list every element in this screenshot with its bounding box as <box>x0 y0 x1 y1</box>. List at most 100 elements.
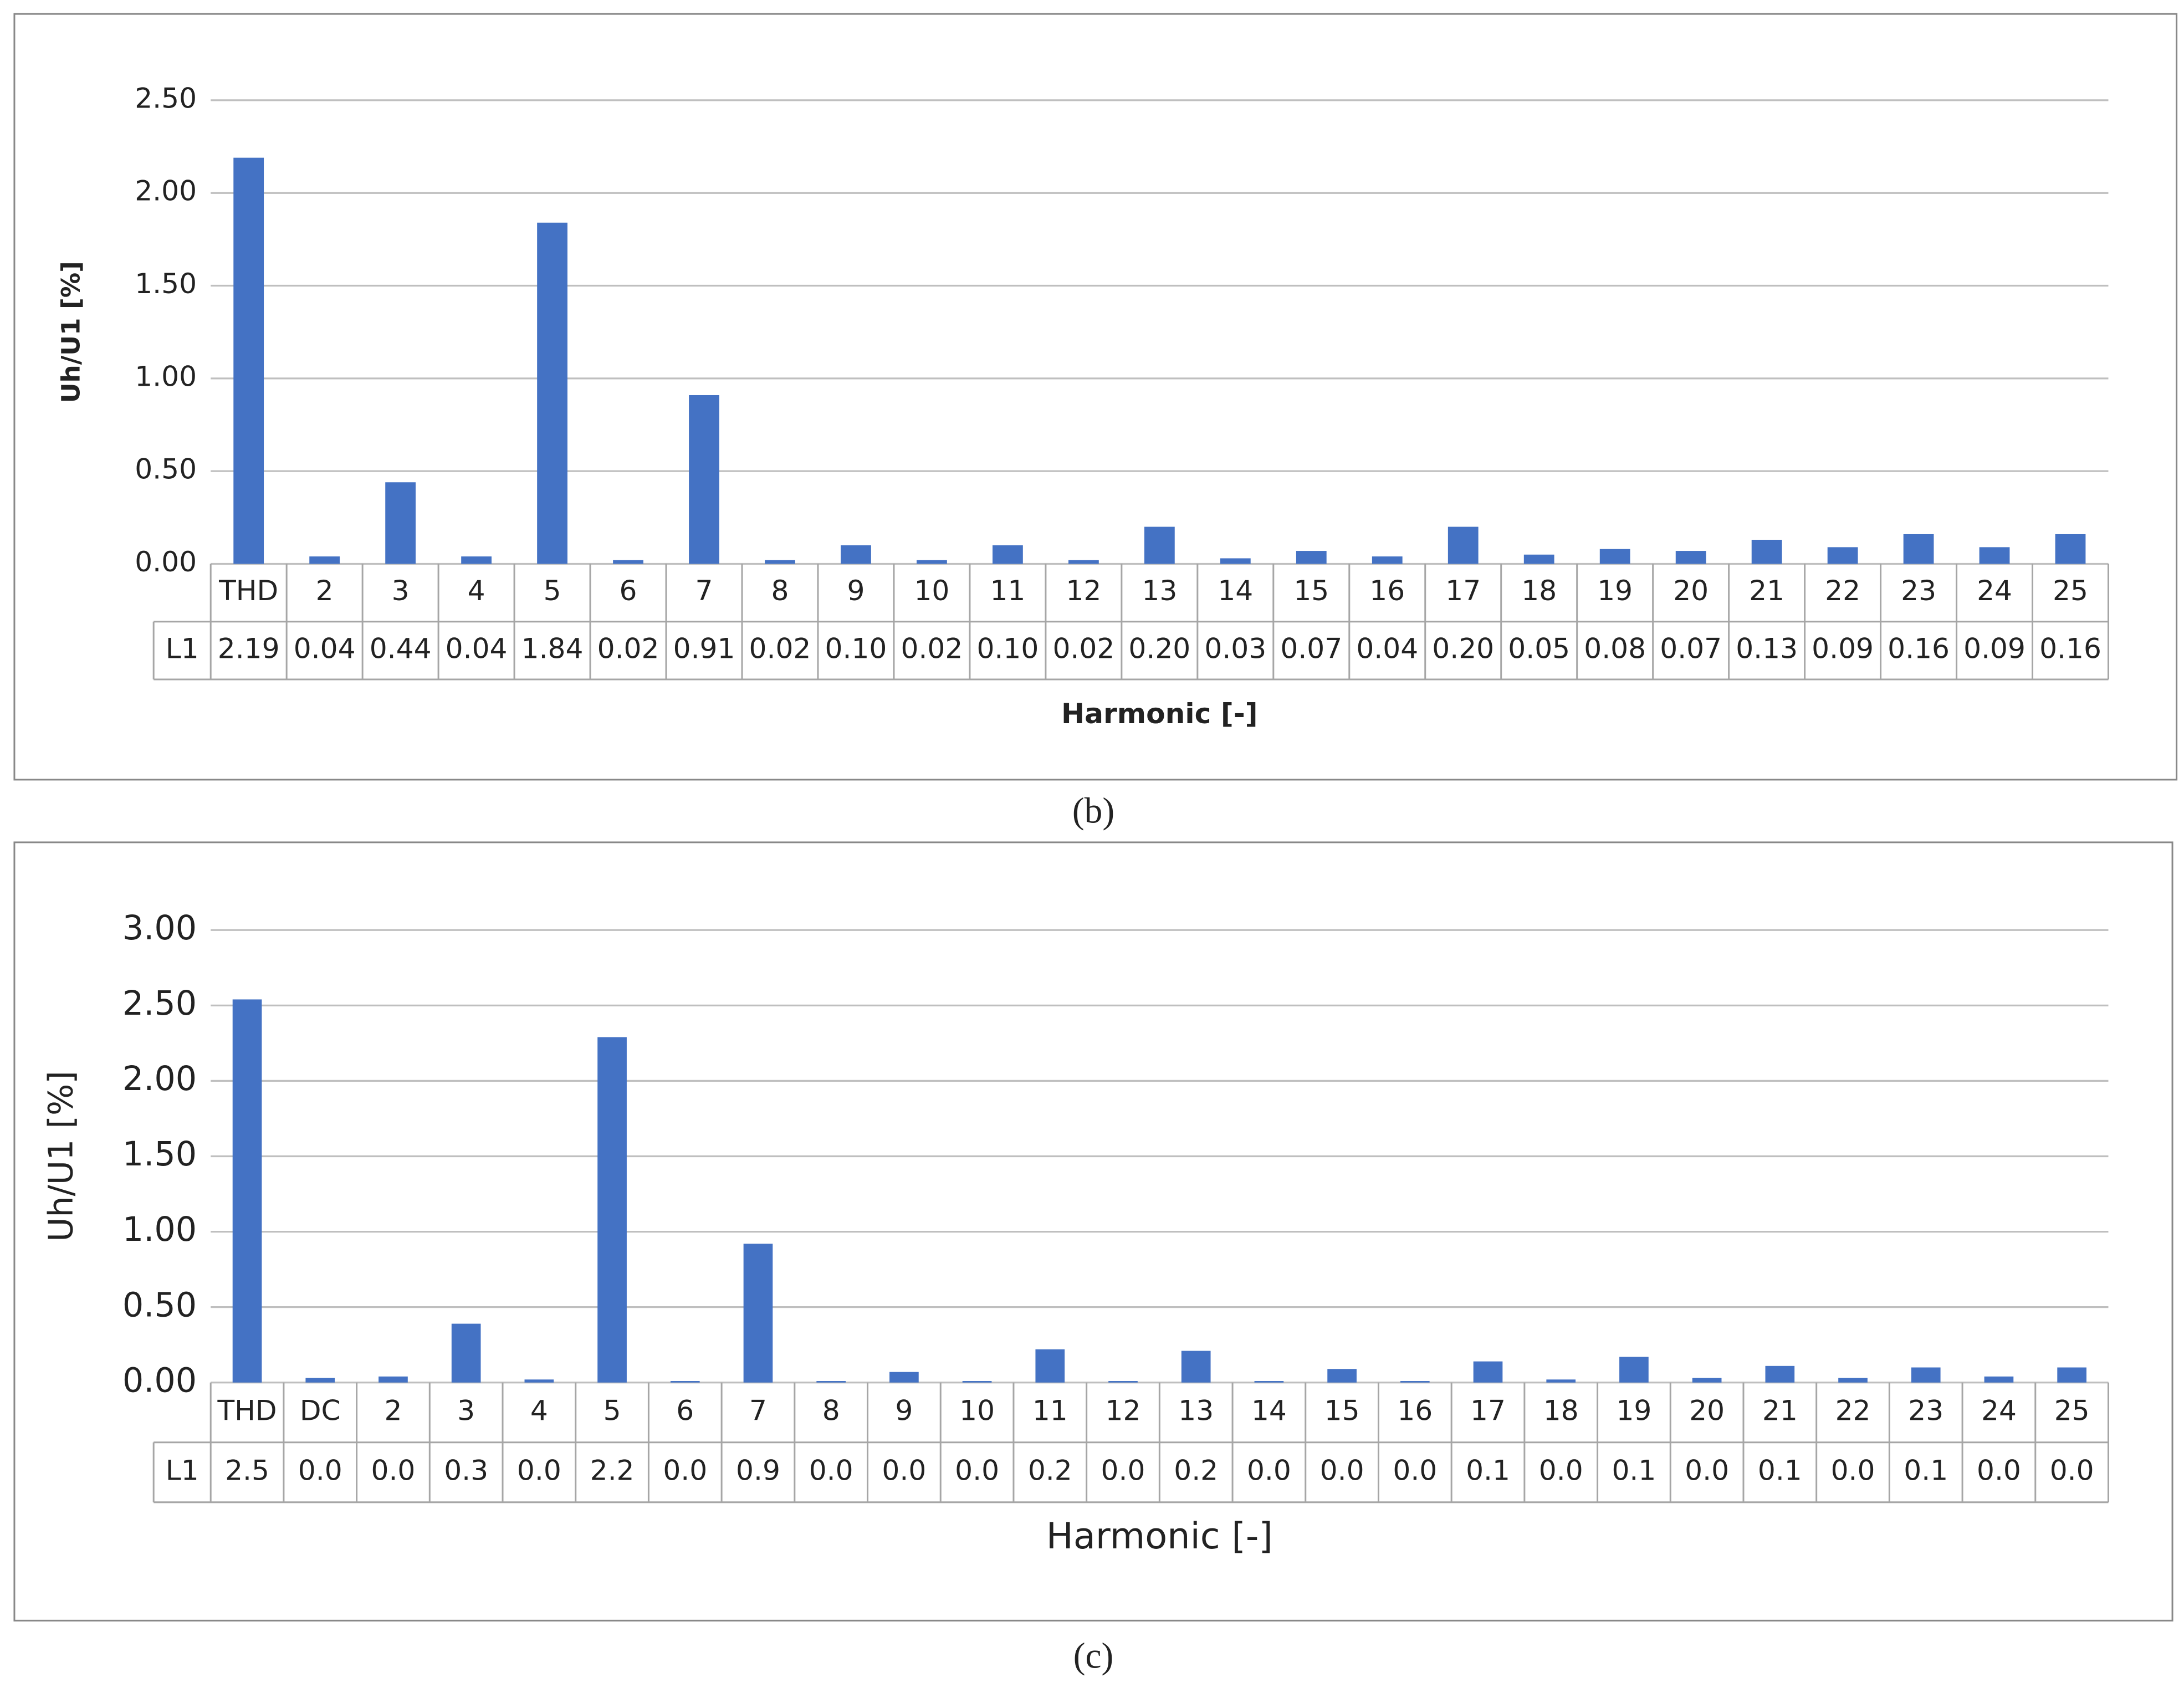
x-tick-label: 17 <box>1445 574 1481 607</box>
bar <box>1372 556 1403 564</box>
table-cell: 1.84 <box>521 632 584 664</box>
table-cell: 0.0 <box>298 1454 342 1486</box>
table-cell: 0.0 <box>663 1454 707 1486</box>
table-cell: 0.16 <box>2039 632 2101 664</box>
bar <box>1181 1351 1211 1383</box>
bar <box>962 1381 992 1383</box>
y-tick-label: 0.50 <box>135 453 197 485</box>
bar <box>1473 1361 1503 1383</box>
table-cell: 0.44 <box>370 632 432 664</box>
table-cell: 0.0 <box>371 1454 416 1486</box>
x-axis-title: Harmonic [-] <box>1061 697 1258 730</box>
table-cell: 0.07 <box>1280 632 1342 664</box>
x-tick-label: 15 <box>1324 1394 1360 1426</box>
y-axis-title: Uh/U1 [%] <box>56 261 85 403</box>
table-cell: 0.0 <box>1539 1454 1583 1486</box>
x-tick-label: 13 <box>1142 574 1177 607</box>
y-tick-label: 0.00 <box>135 545 197 578</box>
bar <box>1523 554 1554 564</box>
bar <box>1984 1376 2014 1383</box>
table-cell: 0.04 <box>1356 632 1418 664</box>
table-cell: 0.05 <box>1508 632 1570 664</box>
table-cell: 0.0 <box>2050 1454 2094 1486</box>
x-tick-label: 24 <box>1981 1394 2017 1426</box>
bar <box>1675 551 1706 564</box>
table-cell: 2.2 <box>590 1454 635 1486</box>
y-tick-label: 2.50 <box>122 984 197 1023</box>
table-cell: 0.9 <box>736 1454 780 1486</box>
x-tick-label: 25 <box>2054 1394 2090 1426</box>
bar <box>1599 549 1630 564</box>
bar <box>841 545 871 564</box>
x-tick-label: 12 <box>1106 1394 1141 1426</box>
x-tick-label: 9 <box>895 1394 913 1426</box>
table-cell: 0.02 <box>901 632 963 664</box>
x-tick-label: 3 <box>457 1394 475 1426</box>
chart-frame <box>13 13 2178 781</box>
x-tick-label: 23 <box>1908 1394 1943 1426</box>
table-cell: 0.1 <box>1466 1454 1510 1486</box>
x-tick-label: 18 <box>1543 1394 1579 1426</box>
table-cell: 0.2 <box>1028 1454 1072 1486</box>
x-axis-title: Harmonic [-] <box>1046 1515 1273 1557</box>
bar <box>1979 547 2010 564</box>
bar <box>379 1376 408 1383</box>
x-tick-label: 13 <box>1178 1394 1214 1426</box>
table-cell: 0.1 <box>1758 1454 1802 1486</box>
table-cell: 0.0 <box>955 1454 999 1486</box>
x-tick-label: 2 <box>384 1394 402 1426</box>
bar <box>461 556 492 564</box>
table-cell: 0.0 <box>1977 1454 2021 1486</box>
x-tick-label: 7 <box>695 574 713 607</box>
table-cell: 0.1 <box>1612 1454 1656 1486</box>
table-cell: 0.08 <box>1584 632 1646 664</box>
table-cell: 0.13 <box>1736 632 1798 664</box>
bar <box>1068 560 1099 564</box>
x-tick-label: 10 <box>959 1394 995 1426</box>
table-cell: 2.5 <box>225 1454 269 1486</box>
table-cell: 0.20 <box>1128 632 1190 664</box>
bar <box>1035 1349 1065 1383</box>
bar <box>597 1037 627 1383</box>
x-tick-label: 20 <box>1673 574 1709 607</box>
x-tick-label: 16 <box>1397 1394 1433 1426</box>
x-tick-label: 24 <box>1977 574 2012 607</box>
bar <box>1546 1379 1576 1383</box>
bar <box>689 395 719 564</box>
bar <box>743 1244 773 1383</box>
x-tick-label: 21 <box>1762 1394 1798 1426</box>
bar <box>1400 1381 1430 1383</box>
bar <box>993 545 1023 564</box>
bar <box>232 999 262 1383</box>
bar <box>1765 1365 1795 1383</box>
x-tick-label: 14 <box>1251 1394 1287 1426</box>
x-tick-label: DC <box>300 1394 341 1426</box>
y-tick-label: 0.00 <box>122 1361 197 1400</box>
x-tick-label: THD <box>218 574 278 607</box>
bar <box>1296 551 1327 564</box>
x-tick-label: 23 <box>1901 574 1936 607</box>
x-tick-label: 18 <box>1521 574 1557 607</box>
x-tick-label: 14 <box>1218 574 1253 607</box>
bar <box>1327 1369 1357 1383</box>
bar <box>670 1381 700 1383</box>
table-cell: 0.16 <box>1888 632 1950 664</box>
bar <box>765 560 795 564</box>
y-tick-label: 0.50 <box>122 1286 197 1324</box>
x-tick-label: 10 <box>914 574 949 607</box>
bar <box>537 222 567 564</box>
table-cell: 0.0 <box>1101 1454 1145 1486</box>
table-row-label: L1 <box>166 1454 199 1486</box>
x-tick-label: 9 <box>847 574 865 607</box>
y-tick-label: 1.00 <box>135 360 197 392</box>
table-cell: 0.03 <box>1204 632 1266 664</box>
x-tick-label: 5 <box>603 1394 621 1426</box>
table-cell: 0.0 <box>1320 1454 1364 1486</box>
x-tick-label: 15 <box>1293 574 1329 607</box>
x-tick-label: 7 <box>749 1394 767 1426</box>
x-tick-label: 8 <box>771 574 789 607</box>
x-tick-label: 3 <box>392 574 410 607</box>
table-cell: 0.04 <box>294 632 356 664</box>
table-cell: 0.0 <box>1393 1454 1437 1486</box>
